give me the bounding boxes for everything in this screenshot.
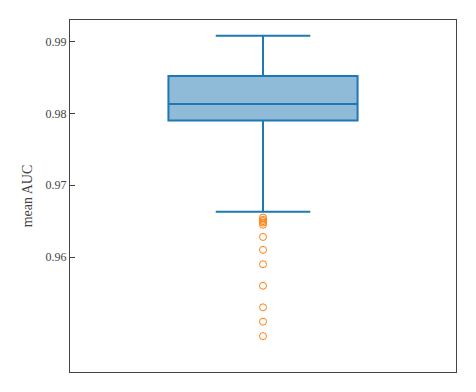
svg-text:0.98: 0.98	[46, 107, 67, 121]
svg-text:mean AUC: mean AUC	[20, 165, 35, 228]
svg-text:0.99: 0.99	[46, 35, 67, 49]
svg-text:0.97: 0.97	[46, 178, 67, 192]
svg-text:0.96: 0.96	[46, 250, 67, 264]
